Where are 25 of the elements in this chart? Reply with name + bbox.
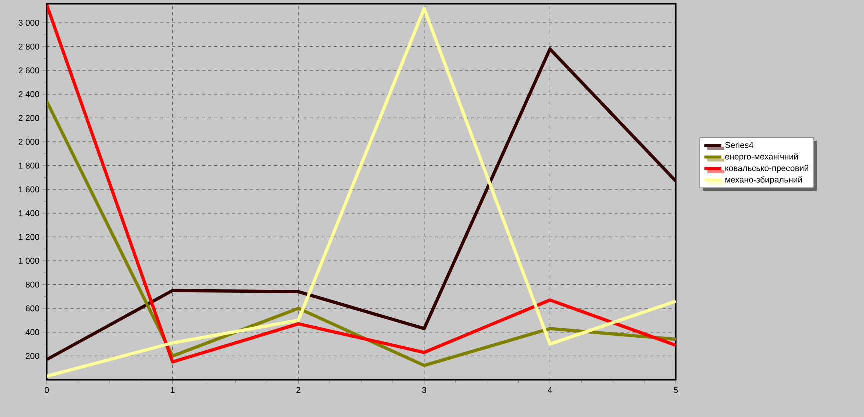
y-tick-label: 2 400 — [18, 91, 40, 98]
legend-label: Series4 — [725, 142, 754, 148]
x-tick-label: 5 — [674, 387, 678, 394]
y-tick-label: 1 800 — [19, 162, 40, 169]
y-tick-label: 800 — [26, 282, 40, 288]
legend-label: механо-збиральний — [726, 176, 802, 185]
legend-label: енерго-механічний — [725, 153, 798, 162]
y-tick-label: 1 200 — [19, 234, 40, 240]
y-tick-label: 2 200 — [18, 115, 40, 122]
y-tick-label: 1 600 — [19, 186, 40, 193]
x-tick-label: 1 — [171, 387, 175, 394]
y-tick-label: 1 400 — [19, 210, 40, 216]
y-tick-label: 2 000 — [18, 139, 40, 146]
x-tick-label: 4 — [548, 387, 552, 394]
y-tick-label: 1 000 — [19, 258, 40, 264]
y-tick-label: 2 600 — [18, 68, 40, 74]
y-tick-label: 200 — [26, 353, 40, 360]
x-tick-label: 0 — [44, 387, 50, 394]
x-tick-label: 2 — [296, 387, 301, 394]
y-tick-label: 600 — [26, 306, 40, 312]
y-tick-label: 3 000 — [18, 20, 40, 26]
y-tick-label: 2 800 — [18, 44, 40, 50]
y-tick-label: 400 — [26, 329, 40, 336]
legend-label: ковальсько-пресовий — [726, 164, 808, 173]
x-tick-label: 3 — [422, 387, 426, 394]
